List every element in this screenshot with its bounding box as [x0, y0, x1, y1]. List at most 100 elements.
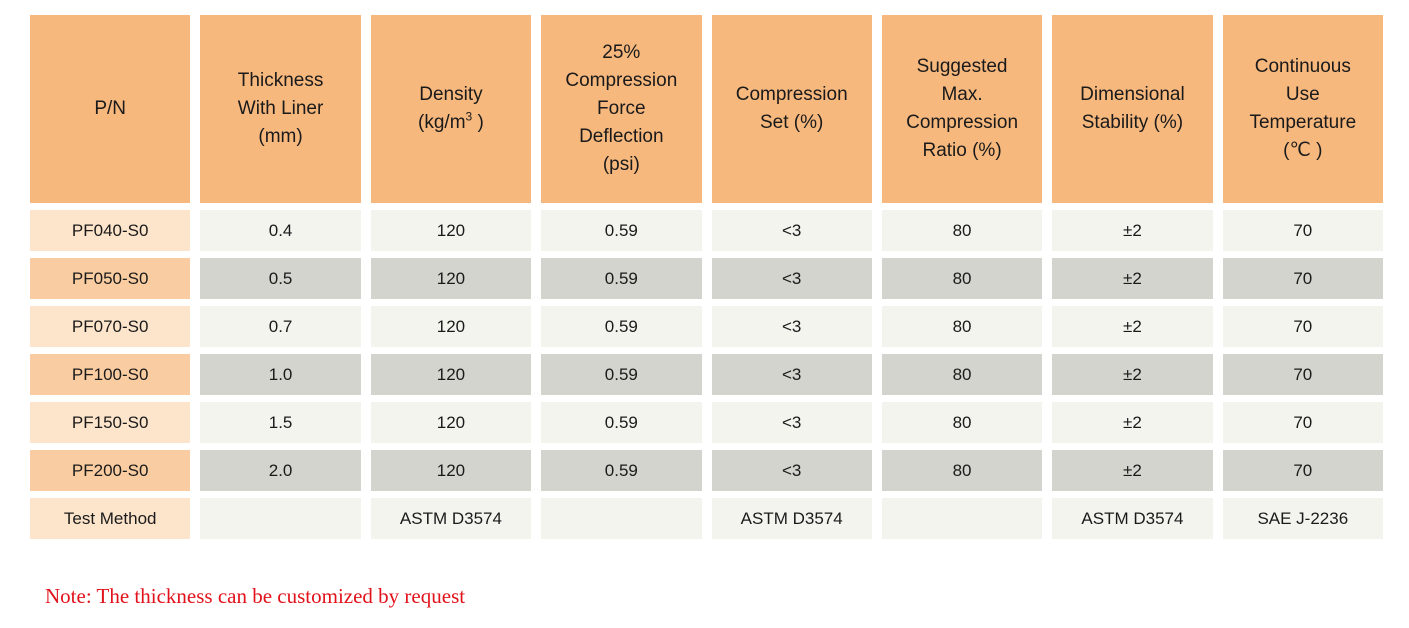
cell-max-compression-ratio: 80 [881, 402, 1043, 443]
table-row-pf070: PF070-S0 0.7 120 0.59 <3 80 ±2 70 [30, 306, 1383, 347]
header-line: Deflection [579, 126, 664, 147]
cell-pn: PF100-S0 [30, 354, 191, 395]
table-row-pf050: PF050-S0 0.5 120 0.59 <3 80 ±2 70 [30, 258, 1383, 299]
cell-pn: PF200-S0 [30, 450, 191, 491]
cell-force-deflection: 0.59 [541, 306, 702, 347]
cell-pn: PF040-S0 [30, 210, 191, 251]
cell-dimensional-stability: ±2 [1052, 210, 1213, 251]
header-cell-compression-force-deflection: 25% Compression Force Deflection (psi) [541, 15, 702, 203]
density-unit-suffix: ) [472, 112, 484, 133]
density-unit-prefix: (kg/m [418, 112, 466, 133]
cell-force-deflection: 0.59 [541, 450, 702, 491]
cell-density: 120 [370, 210, 532, 251]
cell-temperature: 70 [1222, 306, 1383, 347]
header-cell-pn: P/N [30, 15, 191, 203]
cell-pn: PF150-S0 [30, 402, 191, 443]
header-cell-thickness: Thickness With Liner (mm) [200, 15, 361, 203]
table-row-pf040: PF040-S0 0.4 120 0.59 <3 80 ±2 70 [30, 210, 1383, 251]
header-line: Temperature [1249, 112, 1357, 133]
cell-max-compression-ratio: 80 [881, 258, 1043, 299]
cell-thickness: 1.5 [200, 402, 361, 443]
header-cell-compression-set: Compression Set (%) [711, 15, 872, 203]
header-line: Density [419, 84, 483, 105]
cell-thickness: 0.5 [200, 258, 361, 299]
cell-force-deflection: 0.59 [541, 354, 702, 395]
header-line: (mm) [258, 126, 303, 147]
cell-temperature: SAE J-2236 [1222, 498, 1383, 539]
cell-max-compression-ratio [881, 498, 1043, 539]
cell-force-deflection [541, 498, 702, 539]
cell-dimensional-stability: ±2 [1052, 402, 1213, 443]
header-cell-density: Density (kg/m3 ) [370, 15, 532, 203]
header-line: P/N [94, 98, 127, 119]
cell-density: 120 [370, 450, 532, 491]
header-line: (℃ ) [1283, 140, 1323, 161]
cell-force-deflection: 0.59 [541, 402, 702, 443]
header-line: 25% [602, 42, 641, 63]
table-row-pf200: PF200-S0 2.0 120 0.59 <3 80 ±2 70 [30, 450, 1383, 491]
header-line: Stability (%) [1081, 112, 1184, 133]
header-line: Compression [735, 84, 848, 105]
cell-temperature: 70 [1222, 450, 1383, 491]
header-line: Compression [565, 70, 678, 91]
header-line: Dimensional [1080, 84, 1185, 105]
cell-temperature: 70 [1222, 210, 1383, 251]
cell-compression-set: <3 [711, 258, 872, 299]
header-line: Ratio (%) [922, 140, 1002, 161]
table-row-test-method: Test Method ASTM D3574 ASTM D3574 ASTM D… [30, 498, 1383, 539]
header-line: Thickness [237, 70, 324, 91]
header-line: Set (%) [760, 112, 824, 133]
cell-thickness: 0.4 [200, 210, 361, 251]
cell-pn: PF050-S0 [30, 258, 191, 299]
cell-compression-set: <3 [711, 450, 872, 491]
header-line-density-unit: (kg/m3 ) [375, 109, 527, 137]
cell-thickness: 2.0 [200, 450, 361, 491]
cell-thickness: 0.7 [200, 306, 361, 347]
header-line: Max. [941, 84, 983, 105]
header-line: With Liner [237, 98, 324, 119]
cell-pn: Test Method [30, 498, 191, 539]
header-line: Continuous [1254, 56, 1351, 77]
cell-max-compression-ratio: 80 [881, 354, 1043, 395]
cell-thickness: 1.0 [200, 354, 361, 395]
header-line: Compression [906, 112, 1019, 133]
table-row-pf150: PF150-S0 1.5 120 0.59 <3 80 ±2 70 [30, 402, 1383, 443]
cell-max-compression-ratio: 80 [881, 450, 1043, 491]
cell-dimensional-stability: ±2 [1052, 354, 1213, 395]
cell-dimensional-stability: ASTM D3574 [1052, 498, 1213, 539]
density-unit-superscript: 3 [465, 109, 473, 124]
cell-density: 120 [370, 306, 532, 347]
cell-temperature: 70 [1222, 258, 1383, 299]
cell-thickness [200, 498, 361, 539]
header-line: Force [597, 98, 646, 119]
cell-max-compression-ratio: 80 [881, 210, 1043, 251]
cell-temperature: 70 [1222, 402, 1383, 443]
spec-table: P/N Thickness With Liner (mm) Density (k… [20, 8, 1393, 546]
header-cell-continuous-use-temperature: Continuous Use Temperature (℃ ) [1222, 15, 1383, 203]
header-line: Use [1285, 84, 1320, 105]
cell-density: ASTM D3574 [370, 498, 532, 539]
note-text: Note: The thickness can be customized by… [45, 584, 466, 608]
cell-compression-set: <3 [711, 306, 872, 347]
table-row-pf100: PF100-S0 1.0 120 0.59 <3 80 ±2 70 [30, 354, 1383, 395]
cell-temperature: 70 [1222, 354, 1383, 395]
cell-compression-set: <3 [711, 210, 872, 251]
cell-compression-set: <3 [711, 354, 872, 395]
cell-dimensional-stability: ±2 [1052, 306, 1213, 347]
header-row: P/N Thickness With Liner (mm) Density (k… [30, 15, 1383, 203]
cell-compression-set: <3 [711, 402, 872, 443]
spec-table-body: PF040-S0 0.4 120 0.59 <3 80 ±2 70 PF050-… [30, 210, 1383, 539]
cell-max-compression-ratio: 80 [881, 306, 1043, 347]
cell-pn: PF070-S0 [30, 306, 191, 347]
cell-density: 120 [370, 402, 532, 443]
spec-table-header: P/N Thickness With Liner (mm) Density (k… [30, 15, 1383, 203]
cell-density: 120 [370, 354, 532, 395]
header-cell-dimensional-stability: Dimensional Stability (%) [1052, 15, 1213, 203]
header-line: (psi) [602, 154, 640, 175]
header-line: Suggested [916, 56, 1008, 77]
cell-force-deflection: 0.59 [541, 258, 702, 299]
cell-density: 120 [370, 258, 532, 299]
cell-force-deflection: 0.59 [541, 210, 702, 251]
cell-dimensional-stability: ±2 [1052, 258, 1213, 299]
cell-compression-set: ASTM D3574 [711, 498, 872, 539]
